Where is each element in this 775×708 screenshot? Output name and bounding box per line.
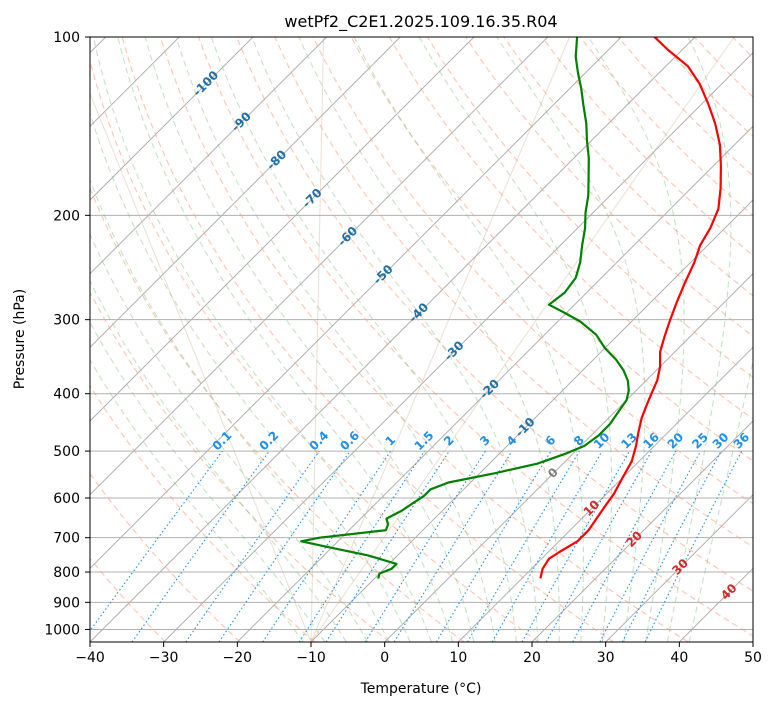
isotherm-line	[90, 37, 549, 496]
moist-adiabat-line	[90, 321, 326, 642]
mixing-ratio-line	[131, 450, 270, 642]
thermal-arc-line	[90, 92, 312, 642]
x-tick-label: −40	[75, 650, 105, 666]
y-tick-label: 800	[53, 565, 80, 581]
moist-adiabat-line	[298, 37, 560, 642]
y-tick-label: 700	[53, 531, 80, 547]
isotherm-line	[90, 37, 475, 422]
y-axis: 100 200 300 400 500 600 700 800 900 1000	[44, 30, 90, 638]
y-tick-label: 500	[53, 444, 80, 460]
isotherm-line	[605, 493, 753, 642]
moist-adiabat-line	[90, 358, 304, 642]
moist-adiabat-line	[251, 37, 539, 642]
mixing-ratio-line	[545, 450, 653, 642]
moist-adiabat-line	[175, 37, 496, 642]
moist-adiabat-line	[90, 232, 369, 642]
moist-adiabat-line	[353, 37, 584, 642]
isotherm-line	[310, 199, 753, 642]
isotherm-line	[90, 37, 696, 642]
isotherm-line	[384, 272, 753, 642]
mixing-ratio-line	[393, 450, 513, 642]
mixing-ratio-line	[90, 450, 223, 632]
mixing-ratio-line	[262, 450, 392, 642]
dry-adiabat-line	[771, 37, 775, 642]
isotherm-line	[90, 37, 622, 570]
isotherm-line	[752, 641, 753, 642]
moist-adiabat-line	[666, 37, 732, 642]
x-tick-label: 40	[670, 650, 688, 666]
mixing-ratio-line	[521, 450, 630, 642]
isotherm-line	[457, 346, 753, 642]
x-tick-label: −10	[296, 650, 326, 666]
dry-adiabat-line	[90, 290, 390, 642]
dry-adiabat-line	[159, 37, 689, 642]
isotherm-line	[236, 125, 753, 642]
x-tick-label: 30	[597, 650, 615, 666]
mixing-ratio-line	[572, 450, 677, 642]
x-tick-label: 50	[744, 650, 762, 666]
y-tick-label: 100	[53, 30, 80, 46]
mixing-ratio-line	[218, 450, 351, 642]
dry-adiabat-line	[312, 37, 753, 505]
dry-adiabat-line	[388, 37, 753, 420]
isotherm-line	[90, 37, 401, 349]
dry-adiabat-line	[197, 37, 753, 637]
y-tick-label: 1000	[44, 622, 80, 638]
moist-adiabat-line	[418, 37, 613, 642]
x-tick-label: −30	[149, 650, 179, 666]
mixing-ratio-line	[325, 450, 450, 642]
moist-adiabat-line	[92, 37, 432, 642]
y-tick-label: 300	[53, 313, 80, 329]
moist-adiabat-line	[688, 358, 753, 642]
dry-adiabat-line	[503, 37, 753, 297]
thermal-arc-line	[310, 37, 571, 642]
y-axis-label: Pressure (hPa)	[12, 289, 28, 389]
plot-background	[90, 37, 753, 642]
dry-adiabat-line	[90, 384, 316, 642]
y-tick-label: 900	[53, 595, 80, 611]
dry-adiabat-line	[426, 37, 753, 379]
x-axis: −40 −30 −20 −10 0 10 20 30 40 50	[75, 642, 762, 666]
x-tick-label: 20	[523, 650, 541, 666]
y-tick-label: 400	[53, 387, 80, 403]
dry-adiabat-line	[121, 37, 614, 642]
x-tick-label: 10	[449, 650, 467, 666]
thermal-arc-line	[310, 37, 735, 642]
x-tick-label: 0	[380, 650, 389, 666]
dry-adiabat-line	[90, 186, 465, 642]
y-tick-label: 600	[53, 491, 80, 507]
moist-adiabat-line	[144, 37, 475, 642]
dry-adiabat-line	[236, 37, 753, 592]
moist-adiabat-line	[90, 178, 390, 642]
dewpoint-profile-line	[300, 37, 630, 579]
mixing-ratio-line	[298, 450, 425, 642]
plot-frame	[89, 36, 754, 643]
x-tick-label: −20	[223, 650, 253, 666]
dry-adiabat-line	[274, 37, 753, 548]
moist-adiabat-line	[117, 37, 454, 642]
isotherm-line	[90, 37, 254, 201]
mixing-ratio-line	[644, 450, 743, 642]
moist-adiabat-line	[90, 111, 411, 642]
moist-adiabat-line	[496, 37, 646, 642]
isotherm-line	[90, 37, 328, 275]
isotherm-line	[531, 420, 753, 642]
temperature-profile-line	[539, 37, 723, 579]
dry-adiabat-line	[90, 59, 540, 642]
mixing-ratio-line	[185, 450, 320, 642]
dry-adiabat-line	[350, 37, 753, 462]
chart-title: wetPf2_C2E1.2025.109.16.35.R04	[284, 12, 557, 32]
isotherm-line	[163, 51, 753, 642]
x-axis-label: Temperature (°C)	[360, 681, 482, 697]
thermal-arc-line	[310, 37, 325, 642]
y-tick-label: 200	[53, 208, 80, 224]
moist-adiabat-line	[587, 37, 685, 642]
dry-adiabat-line	[90, 472, 241, 642]
moist-adiabat-line	[210, 37, 518, 642]
